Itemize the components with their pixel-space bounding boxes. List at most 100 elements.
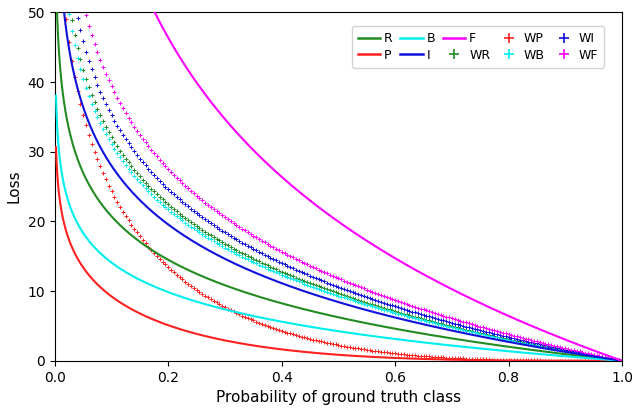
- Point: [370, 348, 380, 354]
- Point: [155, 199, 165, 205]
- Point: [76, 101, 86, 107]
- Point: [325, 280, 335, 287]
- Point: [76, 56, 86, 63]
- Point: [132, 152, 142, 158]
- Point: [450, 316, 460, 323]
- Point: [146, 146, 156, 153]
- Point: [300, 334, 310, 341]
- Point: [143, 243, 154, 250]
- Point: [563, 347, 573, 353]
- Point: [486, 356, 497, 363]
- Point: [237, 253, 247, 260]
- Point: [512, 337, 522, 344]
- Point: [172, 208, 182, 215]
- Point: [605, 355, 616, 362]
- Point: [248, 259, 259, 265]
- Point: [300, 260, 310, 266]
- Point: [314, 286, 324, 292]
- Point: [294, 276, 304, 282]
- Point: [86, 92, 97, 98]
- Point: [605, 356, 616, 362]
- Point: [308, 274, 318, 280]
- Point: [223, 216, 233, 222]
- Point: [183, 203, 193, 210]
- Point: [129, 148, 140, 154]
- Point: [186, 219, 196, 225]
- Point: [399, 306, 409, 312]
- Point: [390, 297, 400, 303]
- Point: [401, 300, 412, 307]
- Point: [401, 313, 412, 319]
- Point: [223, 246, 233, 253]
- Point: [421, 353, 431, 360]
- Point: [84, 84, 94, 91]
- Point: [591, 352, 602, 358]
- Point: [322, 270, 332, 276]
- Point: [498, 335, 508, 342]
- Point: [146, 246, 156, 253]
- Point: [611, 356, 621, 363]
- Point: [617, 358, 627, 364]
- Point: [370, 304, 380, 310]
- Point: [532, 357, 542, 364]
- Point: [280, 272, 290, 279]
- Point: [427, 314, 437, 321]
- Point: [532, 342, 542, 349]
- Point: [109, 145, 120, 152]
- Point: [600, 358, 610, 364]
- Point: [260, 264, 270, 271]
- Point: [191, 287, 202, 293]
- Point: [180, 201, 191, 207]
- Point: [104, 129, 114, 135]
- Point: [407, 302, 417, 309]
- Point: [217, 239, 227, 246]
- Point: [268, 268, 278, 274]
- Point: [348, 297, 358, 304]
- Point: [356, 346, 366, 352]
- Point: [520, 335, 531, 342]
- Point: [124, 166, 134, 172]
- Point: [557, 346, 568, 352]
- Point: [524, 340, 534, 346]
- Point: [546, 344, 556, 351]
- Point: [438, 312, 449, 319]
- Point: [115, 154, 125, 161]
- Point: [248, 246, 259, 252]
- Point: [302, 335, 312, 342]
- Point: [225, 243, 236, 250]
- Point: [410, 314, 420, 320]
- Point: [609, 356, 619, 363]
- Point: [152, 191, 162, 197]
- Point: [92, 49, 102, 56]
- Point: [450, 320, 460, 327]
- Point: [217, 212, 227, 219]
- Point: [228, 308, 239, 315]
- Point: [195, 229, 205, 236]
- Point: [458, 318, 468, 325]
- Point: [294, 278, 304, 285]
- Point: [72, 14, 83, 21]
- Point: [597, 358, 607, 364]
- Point: [149, 250, 159, 256]
- Point: [282, 271, 292, 277]
- Point: [251, 318, 261, 325]
- Point: [220, 304, 230, 310]
- Point: [583, 351, 593, 358]
- Point: [458, 355, 468, 362]
- Point: [138, 182, 148, 189]
- Point: [429, 310, 440, 316]
- Point: [177, 213, 188, 219]
- Point: [478, 328, 488, 334]
- Point: [245, 244, 255, 250]
- Point: [605, 355, 616, 362]
- Point: [274, 270, 284, 277]
- Point: [260, 261, 270, 267]
- Point: [350, 290, 360, 296]
- Point: [566, 349, 576, 355]
- Point: [470, 356, 480, 362]
- Point: [543, 343, 554, 349]
- Point: [177, 199, 188, 205]
- Point: [419, 316, 429, 322]
- Point: [597, 354, 607, 360]
- Point: [500, 336, 511, 342]
